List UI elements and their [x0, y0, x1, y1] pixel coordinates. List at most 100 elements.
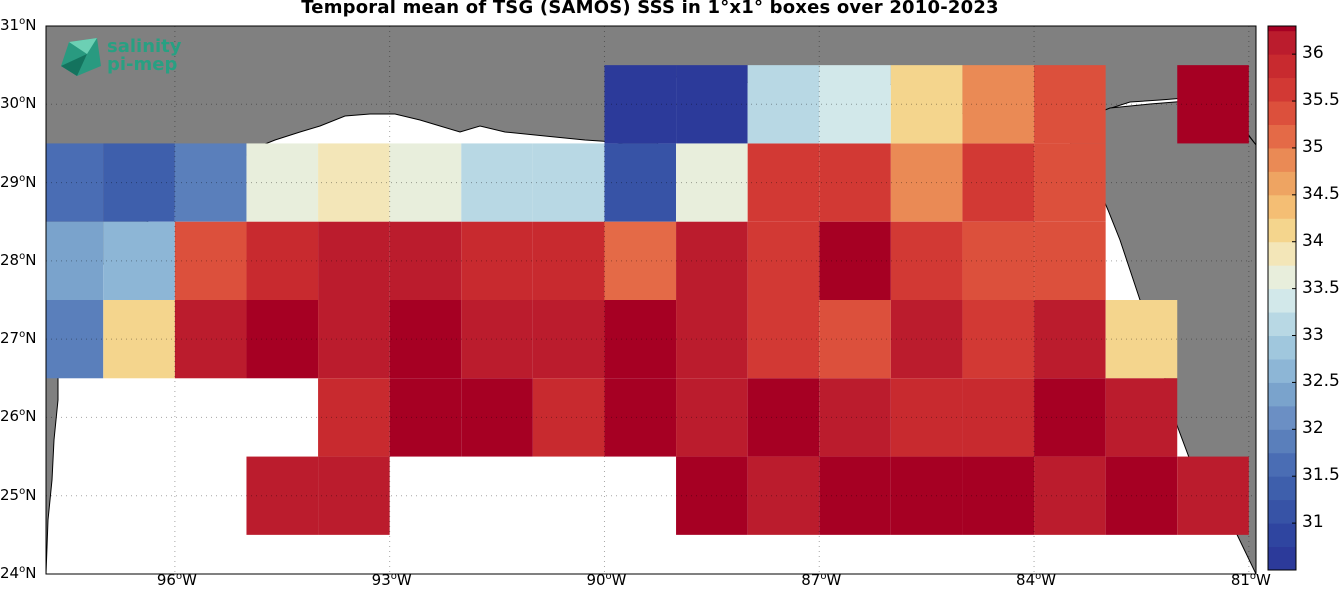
- sss-cell: [1034, 65, 1106, 144]
- colorbar: [1267, 25, 1297, 571]
- sss-cell: [532, 300, 605, 379]
- lat-tick-label: 29oN: [0, 172, 37, 191]
- sss-cell: [604, 378, 677, 457]
- sss-cell: [532, 221, 605, 300]
- sss-cell: [962, 65, 1035, 144]
- colorbar-segment: [1268, 241, 1296, 266]
- sss-cell: [389, 300, 462, 379]
- colorbar-segment: [1268, 499, 1296, 524]
- sss-cell: [819, 143, 891, 222]
- sss-cell: [461, 221, 533, 300]
- sss-cell: [747, 456, 820, 535]
- sss-cell: [174, 143, 247, 222]
- sss-cell: [962, 143, 1035, 222]
- lon-tick-label: 90oW: [586, 571, 627, 589]
- colorbar-segment: [1268, 312, 1296, 337]
- colorbar-segment: [1268, 476, 1296, 501]
- colorbar-segment: [1268, 452, 1296, 477]
- colorbar-segment: [1268, 147, 1296, 172]
- sss-cell: [962, 456, 1035, 535]
- sss-cell: [318, 221, 390, 300]
- sss-cell: [532, 143, 605, 222]
- sss-cell: [676, 378, 748, 457]
- sss-cell: [604, 143, 677, 222]
- sss-cell: [819, 456, 891, 535]
- sss-cell: [747, 300, 820, 379]
- logo-text-salinity: salinity: [107, 36, 182, 57]
- colorbar-tick-label: 33: [1302, 324, 1324, 345]
- sss-cell: [318, 456, 390, 535]
- sss-cell: [604, 300, 677, 379]
- sss-cell: [174, 300, 247, 379]
- sss-cell: [819, 300, 891, 379]
- sss-cell: [676, 456, 748, 535]
- colorbar-segment: [1268, 77, 1296, 102]
- colorbar-segment: [1268, 26, 1296, 32]
- sss-cell: [747, 65, 820, 144]
- sss-cell: [890, 65, 963, 144]
- colorbar-segment: [1268, 101, 1296, 125]
- sss-cell: [103, 221, 175, 300]
- sss-cell: [676, 221, 748, 300]
- sss-cell: [1105, 378, 1178, 457]
- sss-cell: [890, 143, 963, 222]
- colorbar-segment: [1268, 335, 1296, 360]
- sss-cell: [1105, 300, 1178, 379]
- sss-cell: [890, 456, 963, 535]
- colorbar-tick-label: 31.5: [1302, 465, 1340, 486]
- colorbar-frame: [1267, 25, 1297, 571]
- colorbar-tick-label: 34.5: [1302, 183, 1340, 204]
- sss-cell: [246, 456, 319, 535]
- colorbar-segment: [1268, 124, 1296, 149]
- lat-tick-label: 24oN: [0, 564, 37, 582]
- sss-cell: [46, 221, 104, 300]
- lat-tick-label: 26oN: [0, 407, 37, 426]
- sss-cell: [1177, 65, 1249, 144]
- lon-tick-label: 81oW: [1230, 571, 1271, 589]
- lon-tick-label: 84oW: [1016, 571, 1057, 589]
- lat-tick-label: 31oN: [0, 16, 37, 34]
- sss-cell: [246, 221, 319, 300]
- lat-tick-label: 25oN: [0, 485, 37, 504]
- sss-cell: [1034, 143, 1106, 222]
- colorbar-tick-label: 32.5: [1302, 371, 1340, 392]
- colorbar-segment: [1268, 546, 1296, 571]
- sss-cell: [246, 143, 319, 222]
- salinity-pi-mep-logo: salinity pi-mep: [57, 36, 217, 80]
- sss-cell: [747, 143, 820, 222]
- map-title: Temporal mean of TSG (SAMOS) SSS in 1°x1…: [301, 0, 999, 18]
- sss-cell: [676, 65, 748, 144]
- sss-cell: [747, 378, 820, 457]
- logo-mark-icon: [61, 38, 101, 76]
- sss-cell: [819, 378, 891, 457]
- colorbar-tick-label: 35.5: [1302, 90, 1340, 111]
- sss-grid-cells: [46, 65, 1249, 535]
- lon-tick-label: 87oW: [801, 571, 842, 589]
- colorbar-segment: [1268, 171, 1296, 196]
- colorbar-tick-label: 33.5: [1302, 277, 1340, 298]
- sss-cell: [461, 378, 533, 457]
- sss-cell: [318, 300, 390, 379]
- sss-cell: [246, 300, 319, 379]
- sss-cell: [318, 378, 390, 457]
- colorbar-segment: [1268, 218, 1296, 243]
- colorbar-segment: [1268, 194, 1296, 219]
- sss-cell: [962, 378, 1035, 457]
- sss-cell: [1034, 300, 1106, 379]
- sss-cell: [103, 143, 175, 222]
- colorbar-tick-label: 31: [1302, 512, 1324, 533]
- colorbar-segment: [1268, 523, 1296, 548]
- colorbar-segment: [1268, 30, 1296, 55]
- sss-cell: [1034, 456, 1106, 535]
- colorbar-segment: [1268, 382, 1296, 407]
- colorbar-tick-label: 35: [1302, 136, 1324, 157]
- colorbar-tick-label: 34: [1302, 230, 1324, 251]
- sss-cell: [461, 143, 533, 222]
- sss-cell: [103, 300, 175, 379]
- lon-tick-label: 96oW: [156, 571, 197, 589]
- sss-cell: [389, 221, 462, 300]
- map-frame: [45, 25, 1257, 575]
- colorbar-segment: [1268, 358, 1296, 383]
- sss-cell: [1105, 456, 1178, 535]
